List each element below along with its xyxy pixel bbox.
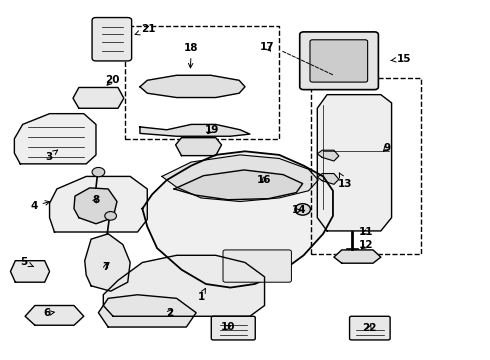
FancyBboxPatch shape: [349, 316, 390, 340]
Text: 16: 16: [256, 175, 271, 185]
Polygon shape: [143, 151, 333, 288]
Polygon shape: [140, 75, 245, 98]
Polygon shape: [318, 95, 392, 231]
Text: 2: 2: [166, 308, 173, 318]
Text: 9: 9: [383, 143, 390, 153]
Circle shape: [105, 212, 117, 220]
Polygon shape: [85, 234, 130, 291]
FancyBboxPatch shape: [310, 40, 368, 82]
Polygon shape: [98, 295, 196, 327]
Text: 3: 3: [45, 150, 58, 162]
Polygon shape: [10, 261, 49, 282]
Text: 20: 20: [105, 75, 120, 85]
Text: 1: 1: [197, 288, 205, 302]
Text: 6: 6: [44, 309, 54, 318]
Text: 4: 4: [30, 201, 49, 211]
Text: 17: 17: [260, 42, 274, 52]
Polygon shape: [74, 188, 117, 224]
Text: 11: 11: [359, 227, 373, 237]
FancyBboxPatch shape: [211, 316, 255, 340]
Polygon shape: [25, 306, 84, 325]
Polygon shape: [318, 174, 339, 184]
Text: 12: 12: [359, 240, 373, 250]
Text: 19: 19: [205, 125, 219, 135]
Text: 10: 10: [220, 322, 235, 332]
Text: 15: 15: [391, 54, 411, 64]
Text: 5: 5: [21, 257, 33, 267]
Text: 8: 8: [92, 195, 99, 205]
Polygon shape: [162, 155, 318, 202]
Polygon shape: [73, 87, 124, 108]
Text: 18: 18: [184, 43, 198, 68]
Text: 22: 22: [362, 323, 377, 333]
Polygon shape: [14, 114, 96, 164]
Polygon shape: [140, 125, 250, 136]
Bar: [311, 78, 421, 253]
Polygon shape: [49, 176, 147, 232]
Polygon shape: [175, 138, 221, 156]
Polygon shape: [174, 170, 303, 200]
FancyBboxPatch shape: [92, 18, 132, 61]
Text: 14: 14: [292, 206, 306, 216]
Circle shape: [92, 167, 105, 177]
Polygon shape: [318, 150, 339, 161]
Bar: [125, 26, 279, 139]
Circle shape: [295, 204, 311, 215]
Text: 13: 13: [338, 173, 352, 189]
Text: 21: 21: [135, 24, 155, 35]
FancyBboxPatch shape: [300, 32, 378, 90]
Text: 7: 7: [102, 262, 109, 272]
Polygon shape: [334, 250, 381, 263]
FancyBboxPatch shape: [223, 250, 292, 282]
Polygon shape: [103, 255, 265, 316]
